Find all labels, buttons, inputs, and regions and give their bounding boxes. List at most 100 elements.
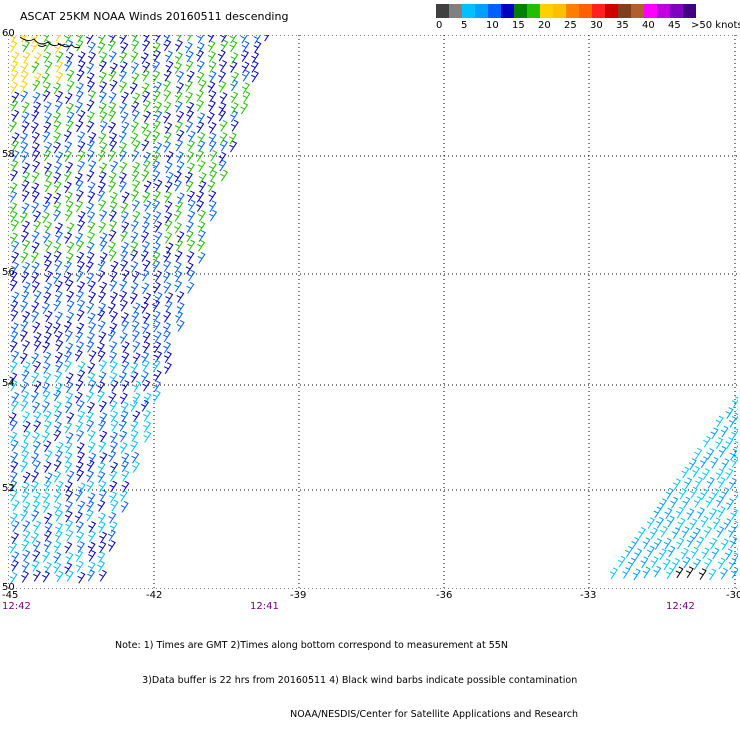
- wind-barb: [118, 131, 127, 144]
- wind-barb: [63, 271, 72, 284]
- wind-barb: [207, 81, 216, 93]
- wind-barb: [715, 468, 724, 481]
- wind-barb: [132, 140, 141, 152]
- wind-barb: [64, 441, 73, 454]
- wind-barb: [681, 466, 690, 479]
- wind-barb: [53, 551, 62, 564]
- wind-barb: [77, 150, 86, 163]
- wind-barb: [118, 180, 127, 193]
- wind-barb: [627, 557, 636, 570]
- wind-barb: [97, 521, 106, 534]
- wind-barb: [692, 527, 701, 540]
- wind-barb: [86, 149, 95, 162]
- wind-barb: [253, 35, 262, 44]
- wind-barb: [690, 546, 699, 559]
- wind-barb: [109, 521, 118, 534]
- wind-barb: [251, 51, 260, 64]
- wind-barb: [85, 391, 94, 403]
- wind-barb: [96, 342, 105, 355]
- wind-barb: [218, 109, 227, 122]
- wind-barb: [120, 401, 129, 414]
- wind-barb: [228, 132, 237, 145]
- wind-barb: [108, 50, 117, 63]
- wind-barb: [163, 351, 172, 364]
- wind-barb: [55, 71, 64, 84]
- wind-barb: [253, 41, 262, 53]
- wind-barb: [19, 81, 28, 93]
- footnote-line: NOAA/NESDIS/Center for Satellite Applica…: [115, 709, 579, 720]
- wind-barb: [121, 269, 130, 282]
- wind-barb: [164, 231, 173, 244]
- wind-barb: [33, 101, 42, 114]
- wind-barb: [165, 60, 174, 73]
- legend-swatch: [462, 4, 475, 18]
- wind-barb: [141, 170, 150, 182]
- wind-barb: [119, 332, 128, 344]
- wind-barb: [75, 420, 84, 433]
- wind-barb: [22, 239, 31, 252]
- wind-barb: [19, 352, 28, 365]
- wind-barb: [197, 132, 206, 144]
- wind-barb: [22, 549, 31, 562]
- wind-barb: [230, 79, 239, 92]
- wind-barb: [198, 79, 207, 92]
- wind-barb: [141, 399, 149, 412]
- wind-barb: [164, 122, 173, 134]
- wind-barb: [9, 340, 18, 353]
- wind-barb: [11, 150, 20, 162]
- wind-barb: [32, 491, 41, 504]
- wind-barb: [22, 530, 31, 542]
- wind-barb: [142, 379, 151, 392]
- wind-barb: [44, 449, 53, 462]
- wind-barb: [108, 180, 117, 193]
- wind-barb: [11, 219, 20, 232]
- wind-barb: [77, 369, 86, 382]
- wind-barb: [154, 350, 163, 363]
- wind-barb: [22, 162, 31, 175]
- wind-barb: [176, 231, 185, 243]
- wind-barb: [76, 240, 85, 252]
- wind-barb: [109, 351, 118, 364]
- wind-barb: [715, 495, 724, 508]
- wind-barb: [43, 101, 52, 114]
- wind-barb: [187, 269, 196, 282]
- wind-barb: [241, 40, 250, 53]
- wind-barb: [220, 35, 228, 43]
- wind-barb: [66, 80, 75, 92]
- wind-barb: [689, 486, 698, 499]
- wind-barb: [53, 82, 61, 95]
- wind-barb: [184, 171, 193, 184]
- legend-label: 30: [590, 20, 603, 31]
- wind-barb: [53, 201, 62, 213]
- wind-barb: [77, 131, 86, 143]
- wind-barb: [154, 291, 163, 304]
- wind-barb: [659, 498, 668, 510]
- wind-barb: [649, 527, 658, 540]
- legend-label: 35: [616, 20, 629, 31]
- wind-barb: [152, 190, 161, 203]
- wind-barb: [65, 392, 74, 404]
- wind-barb: [152, 251, 161, 264]
- wind-barb: [121, 241, 130, 254]
- wind-barb: [197, 160, 206, 173]
- wind-barb: [76, 251, 85, 264]
- wind-barb: [731, 455, 738, 468]
- wind-barb: [55, 509, 64, 522]
- wind-barb: [672, 558, 680, 570]
- wind-barb: [209, 170, 218, 182]
- wind-barb: [119, 430, 128, 443]
- wind-barb: [198, 209, 207, 222]
- wind-barb: [33, 210, 42, 223]
- wind-barb: [142, 312, 151, 324]
- wind-barb: [120, 111, 129, 124]
- wind-barbs: [8, 35, 738, 584]
- wind-barb: [21, 271, 30, 283]
- wind-barb: [54, 351, 63, 364]
- wind-barb: [20, 381, 29, 393]
- wind-barb: [653, 506, 662, 519]
- wind-barb: [184, 80, 193, 92]
- wind-barb: [197, 252, 206, 264]
- wind-barb: [240, 35, 248, 44]
- wind-barb: [43, 440, 52, 453]
- wind-barb: [728, 557, 737, 570]
